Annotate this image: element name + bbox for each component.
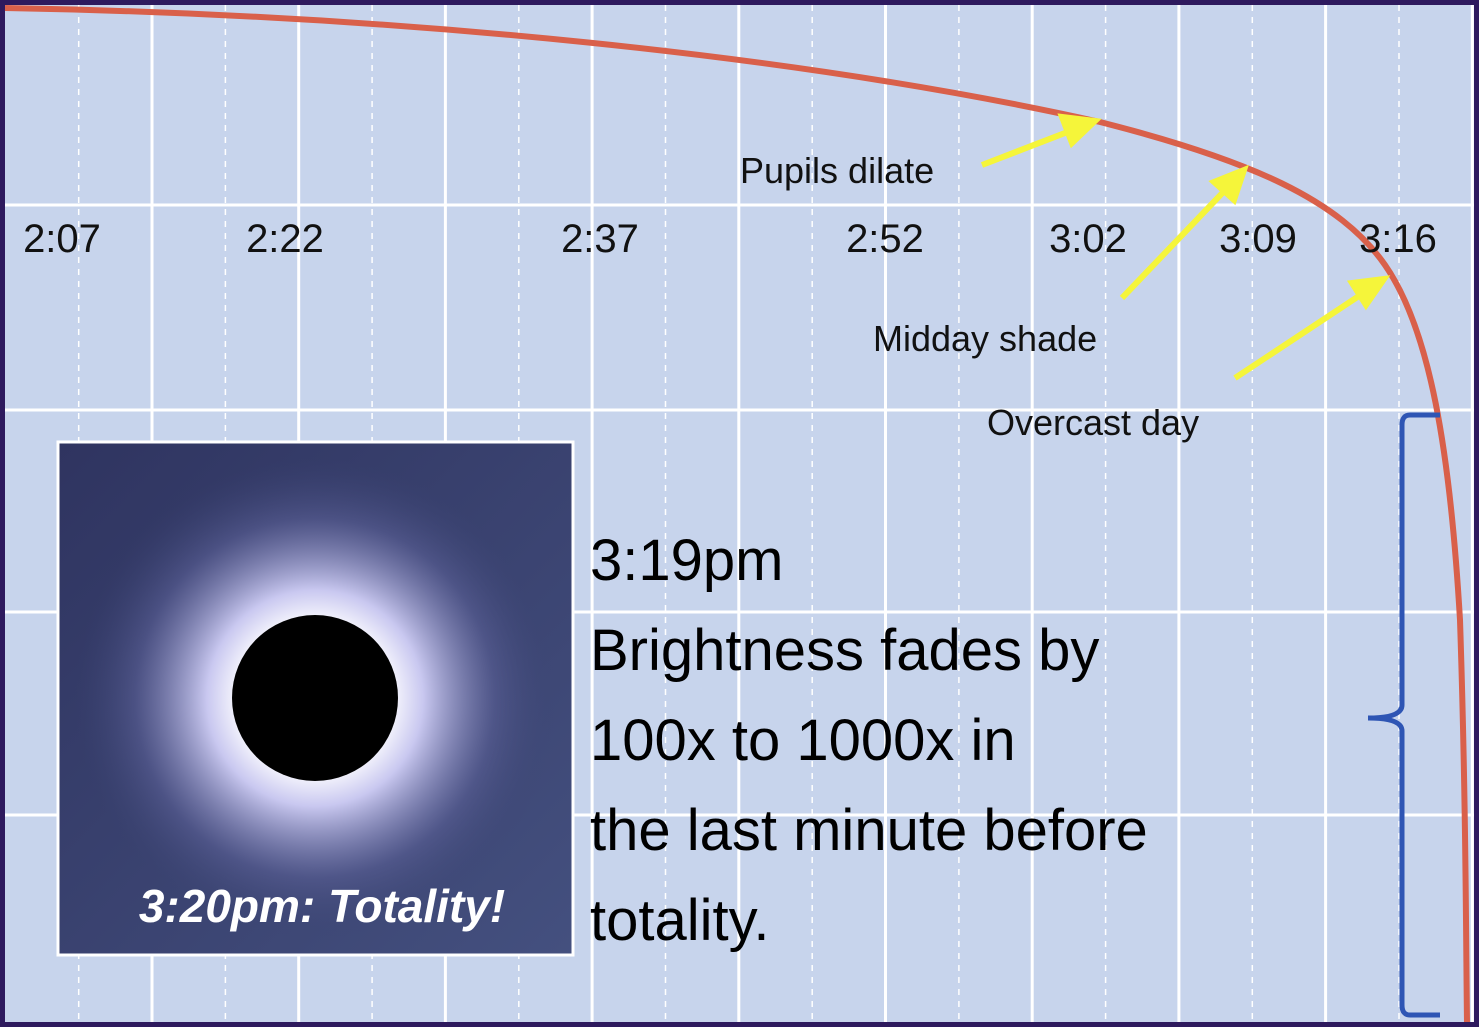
time-label: 2:52	[846, 217, 924, 261]
text-line: 100x to 1000x in	[590, 708, 1016, 773]
time-label: 3:09	[1219, 217, 1297, 261]
annotation: Overcast day	[987, 402, 1199, 443]
time-label: 2:37	[561, 217, 639, 261]
time-label: 2:22	[246, 217, 324, 261]
annotation: Pupils dilate	[740, 150, 934, 191]
slide: 2:07 2:22 2:37 2:52 3:02 3:09 3:16 Pupil…	[0, 0, 1479, 1027]
eclipse-photo: 3:20pm: Totality!	[58, 442, 573, 955]
time-label: 2:07	[23, 217, 101, 261]
time-label: 3:02	[1049, 217, 1127, 261]
page: 2:07 2:22 2:37 2:52 3:02 3:09 3:16 Pupil…	[0, 0, 1479, 1027]
text-line: Brightness fades by	[590, 618, 1099, 683]
photo-caption: 3:20pm: Totality!	[139, 880, 505, 932]
text-line: the last minute before	[590, 798, 1148, 863]
text-line: 3:19pm	[590, 528, 783, 593]
text-line: totality.	[590, 888, 769, 953]
time-label: 3:16	[1359, 217, 1437, 261]
annotation: Midday shade	[873, 318, 1097, 359]
